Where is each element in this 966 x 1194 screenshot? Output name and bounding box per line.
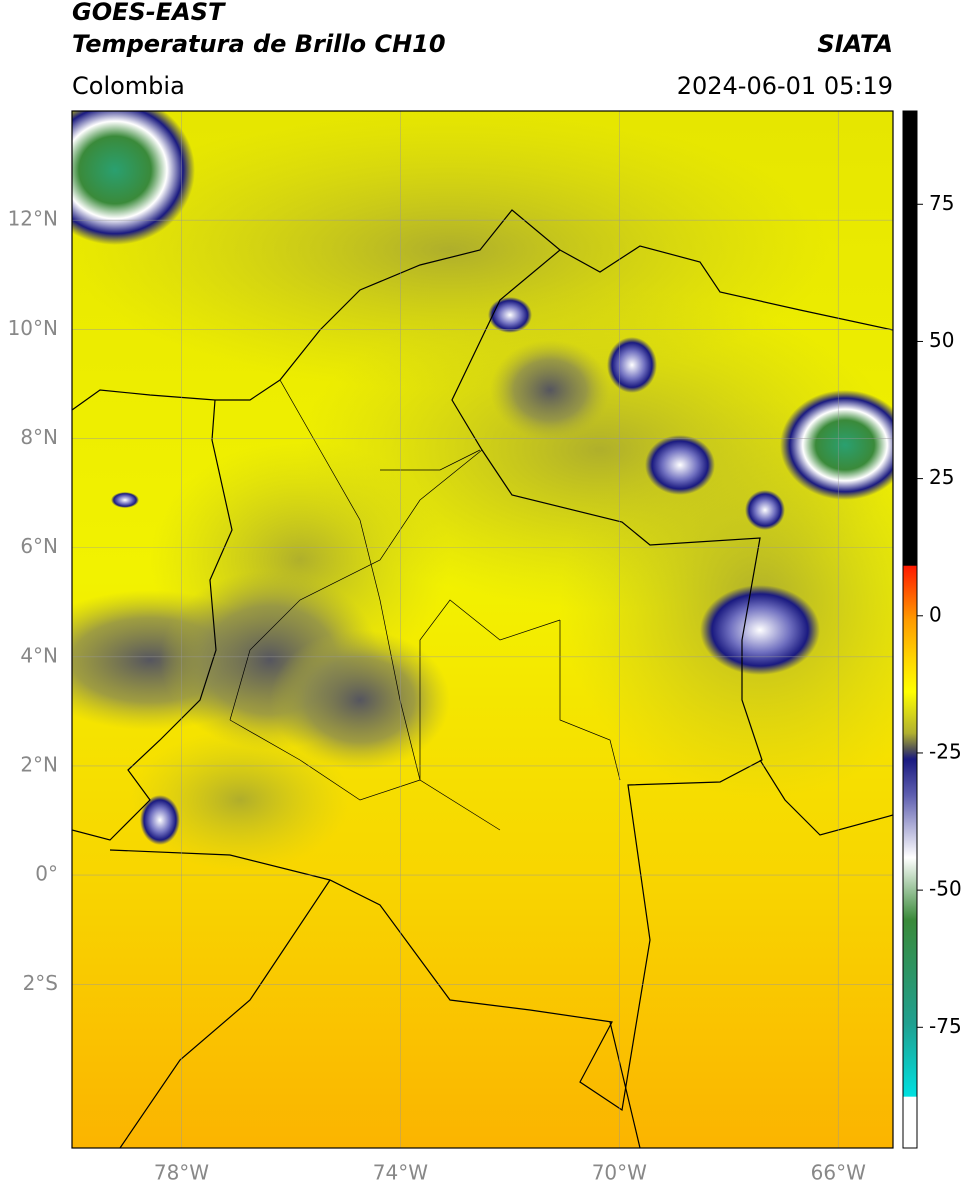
lat-tick-label: 8°N [20,425,58,449]
map-frame [71,110,894,1149]
satellite: GOES-EAST [72,0,226,26]
imagery [72,111,893,1148]
colorbar-tick-label: -75 [929,1014,962,1038]
datetime: 2024-06-01 05:19 [677,72,893,100]
department-borders [229,379,621,831]
organization: SIATA [817,30,893,58]
colorbar-tick-label: 75 [929,191,954,215]
lat-tick-label: 4°N [20,643,58,667]
colorbar-tick-label: 50 [929,328,954,352]
lat-tick-label: 10°N [8,316,58,340]
lat-tick-label: 2°S [23,971,58,995]
lon-tick-label: 66°W [811,1161,866,1185]
colorbar-tick-label: -25 [929,739,962,763]
colorbar-tick-label: 0 [929,602,942,626]
graticule [72,111,893,1148]
lat-tick-label: 2°N [20,752,58,776]
lon-tick-label: 74°W [373,1161,428,1185]
lat-tick-label: 12°N [8,207,58,231]
lon-tick-label: 78°W [154,1161,209,1185]
colorbar [902,110,918,1149]
borders [72,209,893,1148]
lon-tick-label: 70°W [592,1161,647,1185]
product: Temperatura de Brillo CH10 [72,30,446,58]
lat-tick-label: 6°N [20,534,58,558]
region: Colombia [72,72,185,100]
colorbar-tick-label: 25 [929,465,954,489]
lat-tick-label: 0° [35,862,58,886]
colorbar-tick-label: -50 [929,877,962,901]
